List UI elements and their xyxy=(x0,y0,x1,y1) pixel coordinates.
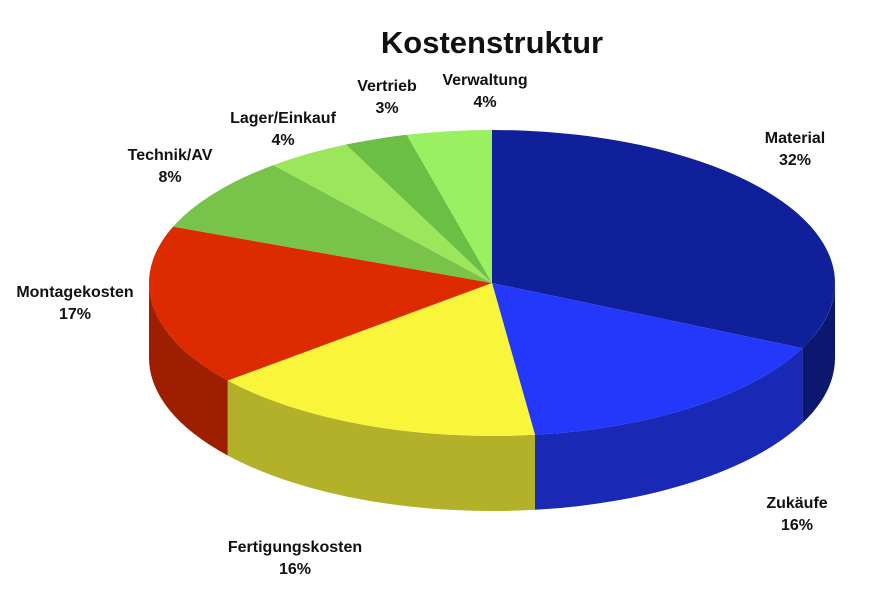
value-label: 17% xyxy=(59,306,91,323)
slice-label: Material xyxy=(765,130,825,147)
slice xyxy=(492,283,803,435)
slice-side xyxy=(802,283,835,424)
value-label: 16% xyxy=(279,561,311,578)
slice xyxy=(345,134,492,283)
slice-label: Technik/AV xyxy=(128,147,213,164)
value-label: 8% xyxy=(158,169,181,186)
value-label: 3% xyxy=(375,100,398,117)
slice xyxy=(273,144,492,283)
value-label: 4% xyxy=(473,94,496,111)
slice xyxy=(227,283,535,436)
slice-label: Vertrieb xyxy=(357,78,417,95)
value-label: 16% xyxy=(781,517,813,534)
slice xyxy=(406,130,492,283)
slice-label: Verwaltung xyxy=(442,72,527,89)
slice-label: Fertigungskosten xyxy=(228,539,362,556)
slice-label: Zukäufe xyxy=(766,495,827,512)
slice xyxy=(173,165,492,283)
slice-side xyxy=(534,348,803,510)
slice xyxy=(492,130,835,349)
chart-title: Kostenstruktur xyxy=(381,25,603,60)
slice-side xyxy=(149,283,228,456)
value-label: 32% xyxy=(779,152,811,169)
slice-label: Lager/Einkauf xyxy=(230,110,336,127)
value-label: 4% xyxy=(271,132,294,149)
slice-side xyxy=(227,380,535,511)
slice xyxy=(149,226,492,381)
slice-label: Montagekosten xyxy=(16,284,133,301)
